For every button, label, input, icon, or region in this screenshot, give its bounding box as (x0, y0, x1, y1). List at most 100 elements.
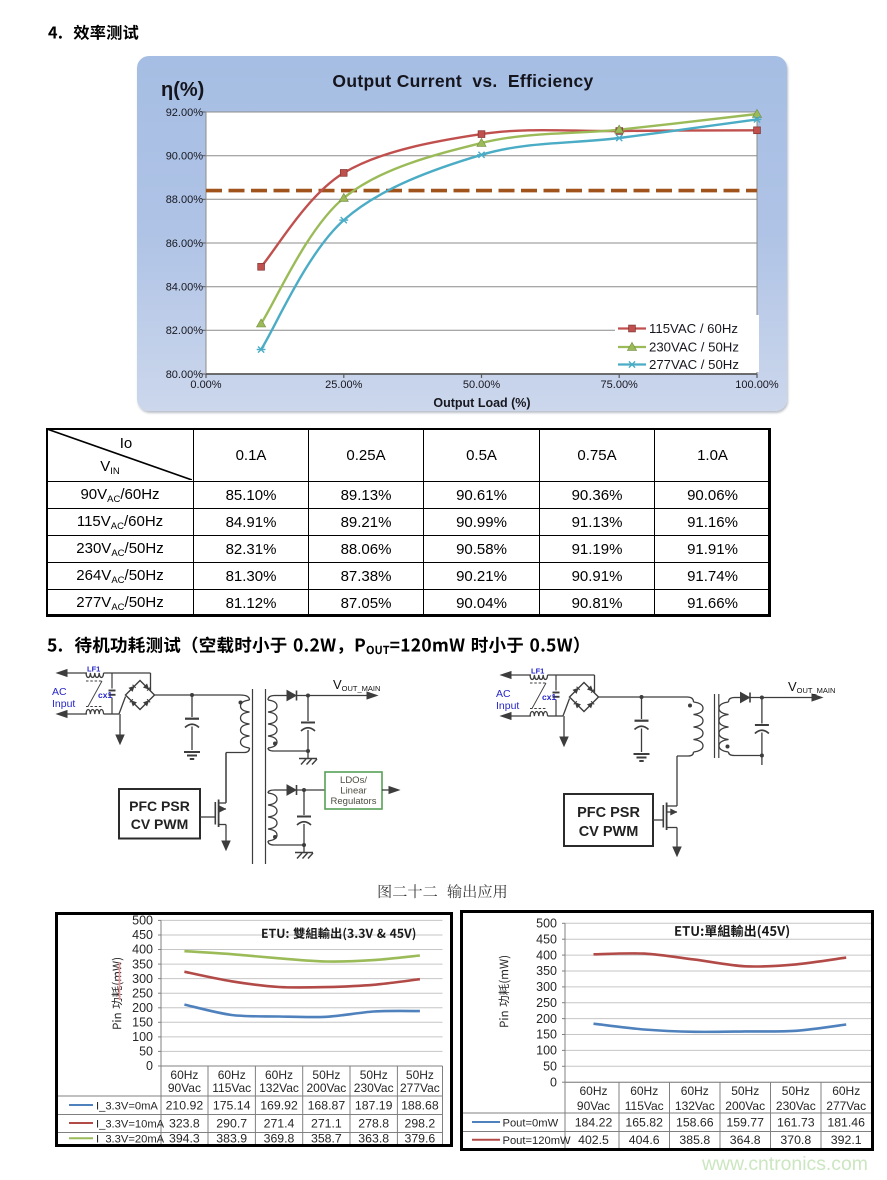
svg-text:132Vac: 132Vac (259, 1081, 299, 1095)
svg-text:Output Load (%): Output Load (%) (433, 396, 530, 410)
svg-text:181.46: 181.46 (827, 1115, 865, 1129)
svg-text:LF1: LF1 (87, 665, 100, 674)
svg-text:385.8: 385.8 (679, 1133, 710, 1147)
svg-text:250: 250 (536, 996, 557, 1010)
svg-text:PFC PSR: PFC PSR (129, 798, 190, 814)
svg-text:I_3.3V=0mA: I_3.3V=0mA (96, 1100, 158, 1112)
svg-text:Linear: Linear (340, 786, 366, 797)
svg-text:82.00%: 82.00% (166, 325, 204, 337)
svg-text:450: 450 (132, 928, 153, 942)
svg-text:369.8: 369.8 (264, 1132, 295, 1146)
svg-text:500: 500 (536, 917, 557, 931)
svg-text:150: 150 (132, 1016, 153, 1030)
svg-text:Pout=120mW: Pout=120mW (503, 1135, 572, 1147)
svg-text:50Hz: 50Hz (782, 1084, 810, 1098)
svg-text:298.2: 298.2 (405, 1116, 436, 1130)
svg-text:188.68: 188.68 (401, 1098, 439, 1112)
svg-text:150: 150 (536, 1028, 557, 1042)
svg-text:230Vac: 230Vac (776, 1099, 816, 1113)
svg-text:0: 0 (146, 1059, 153, 1073)
svg-text:I_3.3V=10mA: I_3.3V=10mA (96, 1118, 165, 1130)
svg-text:75.00%: 75.00% (601, 379, 639, 391)
svg-text:Pout=0mW: Pout=0mW (503, 1117, 559, 1129)
svg-text:159.77: 159.77 (726, 1115, 764, 1129)
svg-text:300: 300 (536, 980, 557, 994)
svg-text:80.00%: 80.00% (166, 369, 204, 381)
svg-text:300: 300 (132, 972, 153, 986)
svg-text:271.1: 271.1 (311, 1116, 342, 1130)
svg-text:358.7: 358.7 (311, 1132, 342, 1146)
svg-text:278.8: 278.8 (358, 1116, 389, 1130)
svg-text:394.3: 394.3 (169, 1132, 200, 1146)
svg-text:84.00%: 84.00% (166, 282, 204, 294)
svg-text:60Hz: 60Hz (832, 1084, 860, 1098)
svg-text:350: 350 (536, 964, 557, 978)
svg-text:CV PWM: CV PWM (579, 824, 639, 840)
svg-text:60Hz: 60Hz (579, 1084, 607, 1098)
svg-text:200: 200 (132, 1001, 153, 1015)
svg-text:277Vac: 277Vac (400, 1081, 440, 1095)
svg-text:VOUT_MAIN: VOUT_MAIN (333, 677, 380, 693)
svg-text:cx1: cx1 (98, 690, 112, 700)
svg-text:60Hz: 60Hz (681, 1084, 709, 1098)
svg-text:50Hz: 50Hz (406, 1068, 434, 1082)
svg-text:168.87: 168.87 (308, 1098, 346, 1112)
svg-text:500: 500 (132, 914, 153, 928)
svg-text:379.6: 379.6 (405, 1132, 436, 1146)
svg-text:187.19: 187.19 (355, 1098, 393, 1112)
svg-text:402.5: 402.5 (578, 1133, 609, 1147)
svg-text:0: 0 (550, 1075, 557, 1089)
svg-text:86.00%: 86.00% (166, 238, 204, 250)
svg-text:132Vac: 132Vac (675, 1099, 715, 1113)
svg-text:400: 400 (132, 943, 153, 957)
svg-text:175.14: 175.14 (213, 1098, 251, 1112)
svg-text:60Hz: 60Hz (630, 1084, 658, 1098)
svg-text:290.7: 290.7 (216, 1116, 247, 1130)
svg-text:Output Current vs. Efficienc: Output Current vs. Efficiency (332, 71, 593, 91)
svg-text:404.6: 404.6 (629, 1133, 660, 1147)
svg-text:88.00%: 88.00% (166, 194, 204, 206)
svg-text:25.00%: 25.00% (325, 379, 363, 391)
svg-text:50: 50 (139, 1045, 153, 1059)
svg-text:350: 350 (132, 957, 153, 971)
svg-text:161.73: 161.73 (777, 1115, 815, 1129)
svg-text:η(%): η(%) (161, 79, 204, 101)
svg-text:50Hz: 50Hz (360, 1068, 388, 1082)
svg-text:100: 100 (132, 1030, 153, 1044)
svg-text:115VAC / 60Hz: 115VAC / 60Hz (649, 321, 738, 336)
svg-text:277VAC / 50Hz: 277VAC / 50Hz (649, 357, 739, 372)
svg-text:115Vac: 115Vac (625, 1099, 664, 1113)
svg-text:60Hz: 60Hz (265, 1068, 293, 1082)
svg-text:60Hz: 60Hz (218, 1068, 246, 1082)
svg-text:Input: Input (52, 698, 75, 710)
svg-text:184.22: 184.22 (575, 1115, 613, 1129)
svg-text:100: 100 (536, 1044, 557, 1058)
svg-text:277Vac: 277Vac (826, 1099, 866, 1113)
svg-text:50.00%: 50.00% (463, 379, 501, 391)
svg-text:50: 50 (543, 1060, 557, 1074)
svg-text:Regulators: Regulators (331, 796, 377, 807)
svg-text:400: 400 (536, 948, 557, 962)
svg-text:90Vac: 90Vac (168, 1081, 201, 1095)
svg-text:LF1: LF1 (531, 667, 544, 676)
svg-text:60Hz: 60Hz (170, 1068, 198, 1082)
svg-text:323.8: 323.8 (169, 1116, 200, 1130)
svg-text:200Vac: 200Vac (725, 1099, 765, 1113)
svg-text:230VAC / 50Hz: 230VAC / 50Hz (649, 340, 739, 355)
svg-text:165.82: 165.82 (625, 1115, 663, 1129)
svg-text:271.4: 271.4 (264, 1116, 295, 1130)
svg-text:100.00%: 100.00% (735, 379, 779, 391)
svg-text:200Vac: 200Vac (306, 1081, 346, 1095)
svg-text:92.00%: 92.00% (166, 107, 204, 119)
svg-text:158.66: 158.66 (676, 1115, 714, 1129)
svg-text:450: 450 (536, 932, 557, 946)
svg-text:364.8: 364.8 (730, 1133, 761, 1147)
svg-text:115Vac: 115Vac (212, 1081, 251, 1095)
svg-text:200: 200 (536, 1012, 557, 1026)
svg-text:VOUT_MAIN: VOUT_MAIN (788, 679, 835, 695)
svg-text:Input: Input (496, 700, 519, 712)
svg-text:90Vac: 90Vac (577, 1099, 610, 1113)
svg-text:169.92: 169.92 (260, 1098, 298, 1112)
svg-text:363.8: 363.8 (358, 1132, 389, 1146)
svg-text:LDOs/: LDOs/ (340, 775, 367, 786)
